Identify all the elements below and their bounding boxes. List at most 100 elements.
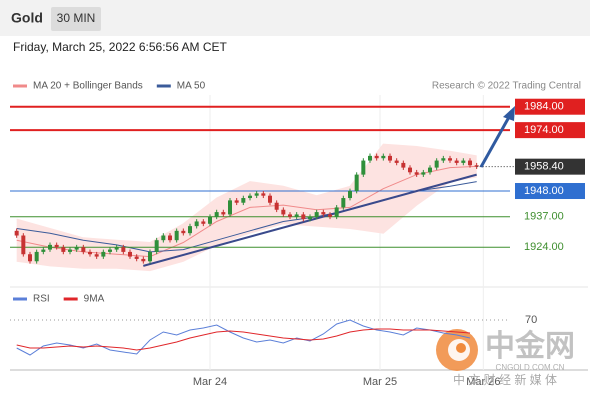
chart-title: Gold — [11, 10, 43, 26]
bollinger-band — [16, 144, 477, 271]
candle-body — [148, 251, 152, 262]
candle-body — [114, 247, 119, 250]
level-label-box — [515, 183, 585, 200]
level-label: 1937.00 — [524, 211, 564, 223]
subtitle: Friday, March 25, 2022 6:56:56 AM CET — [13, 40, 228, 54]
bollinger-upper — [16, 143, 477, 244]
candle-body — [348, 191, 352, 199]
candle-body — [221, 212, 226, 215]
candle-body — [354, 174, 359, 192]
current-price-label: 1958.40 — [524, 161, 564, 173]
watermark-logo — [456, 343, 466, 353]
candle-body — [128, 251, 132, 257]
watermark-name: 中金网 — [485, 329, 575, 363]
candle-body — [281, 209, 286, 215]
x-tick-label: Mar 26 — [466, 376, 500, 388]
moving-average — [16, 165, 477, 258]
candle-body — [328, 214, 332, 217]
candle-body — [34, 251, 39, 262]
watermark-url: CNGOLD.COM.CN — [496, 363, 565, 372]
candle-body — [28, 254, 32, 262]
candle-body — [168, 235, 172, 241]
candle-body — [268, 195, 272, 203]
level-label: 1984.00 — [524, 101, 564, 113]
candle-body — [308, 216, 312, 220]
legend-label: MA 20 + Bollinger Bands — [33, 81, 143, 92]
candle-body — [208, 216, 212, 224]
candle-body — [248, 195, 252, 199]
timeframe[interactable]: 30 MIN — [57, 11, 96, 25]
rsi-legend-label: RSI — [33, 294, 50, 305]
candle-body — [254, 193, 259, 196]
candle-body — [468, 160, 472, 166]
candle-body — [101, 251, 106, 257]
rsi-tick-label: 70 — [525, 314, 537, 326]
candle-body — [234, 200, 239, 203]
candle-body — [314, 212, 319, 217]
candle-body — [294, 214, 299, 217]
target-arrow — [479, 116, 511, 168]
candle-body — [368, 155, 372, 161]
candle-body — [474, 165, 479, 167]
candle-body — [54, 244, 59, 248]
candle-body — [434, 160, 439, 168]
candle-body — [201, 221, 206, 224]
candle-body — [454, 160, 459, 163]
x-tick-label: Mar 25 — [363, 376, 397, 388]
timeframe-chip[interactable] — [51, 7, 101, 31]
candle-body — [134, 256, 139, 259]
candle-body — [261, 193, 266, 196]
candle-body — [301, 214, 306, 220]
candle-body — [274, 202, 279, 210]
candle-body — [381, 155, 386, 159]
bollinger-lower — [16, 176, 477, 272]
candle-body — [174, 230, 179, 241]
candle-body — [88, 251, 92, 255]
x-tick-label: Mar 24 — [193, 376, 227, 388]
level-label-box — [515, 98, 585, 115]
candle-body — [14, 230, 19, 236]
candle-body — [374, 155, 379, 159]
candle-body — [194, 221, 199, 227]
candle-body — [388, 155, 392, 161]
candle-body — [461, 160, 466, 163]
source: Research © 2022 Trading Central — [432, 81, 581, 92]
target-arrow-head — [503, 106, 515, 121]
candle-body — [228, 200, 232, 215]
candle-body — [341, 198, 346, 208]
candle-body — [401, 162, 406, 168]
rsi-line — [16, 328, 471, 351]
current-price-box — [515, 158, 585, 175]
candle-body — [68, 249, 72, 252]
rsi-legend-label: 9MA — [84, 294, 105, 305]
legend-label: MA 50 — [177, 81, 206, 92]
candle-body — [448, 158, 452, 161]
candle-body — [41, 249, 46, 252]
candle-body — [141, 258, 146, 262]
candle-body — [334, 207, 339, 217]
candle-body — [48, 244, 52, 250]
level-label: 1948.00 — [524, 185, 564, 197]
rsi-line — [16, 319, 471, 356]
candle-body — [441, 158, 446, 161]
level-label: 1974.00 — [524, 124, 564, 136]
candle-body — [108, 249, 112, 252]
candle-body — [121, 247, 126, 252]
candle-body — [188, 226, 192, 234]
candle-body — [81, 247, 86, 252]
watermark-tagline: 中 文 财 经 新 媒 体 — [453, 372, 557, 387]
candle-body — [161, 235, 166, 241]
candle-body — [414, 172, 419, 175]
candle-body — [321, 212, 326, 215]
candle-body — [154, 240, 159, 252]
candle-body — [288, 214, 292, 217]
candle-body — [394, 160, 399, 163]
candle-body — [428, 167, 432, 173]
candle-body — [421, 172, 426, 175]
candle-body — [61, 247, 66, 252]
candle-body — [74, 247, 79, 250]
candle-body — [94, 254, 99, 257]
candle-body — [214, 212, 219, 217]
